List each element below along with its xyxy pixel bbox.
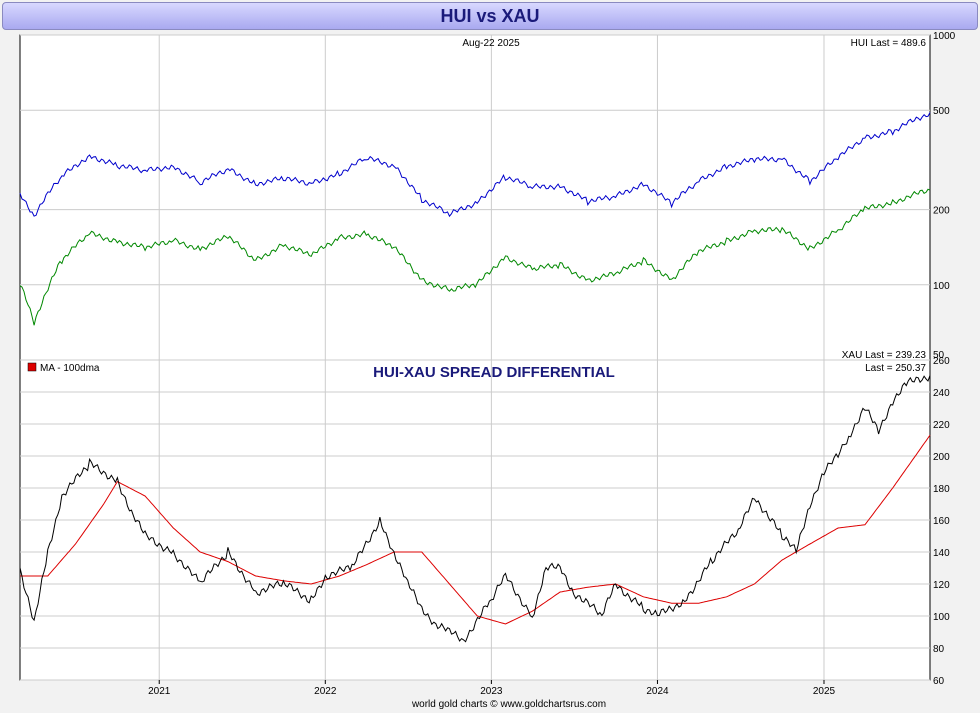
bottom-y-tick-label: 80 [933, 644, 945, 655]
top-y-tick-label: 200 [933, 206, 950, 217]
xau-last-annotation: XAU Last = 239.23 [842, 350, 927, 361]
top-panel [19, 34, 931, 361]
title-bar: HUI vs XAU [2, 2, 978, 30]
x-tick-label: 2022 [314, 686, 337, 697]
bottom-y-tick-label: 160 [933, 516, 950, 527]
x-tick-label: 2024 [646, 686, 669, 697]
ma-legend-label: MA - 100dma [40, 363, 100, 374]
ma-100dma-line [20, 434, 931, 625]
spread-series-line [19, 375, 931, 643]
bottom-y-tick-label: 220 [933, 420, 950, 431]
bottom-y-tick-label: 100 [933, 612, 950, 623]
spread-last-annotation: Last = 250.37 [865, 363, 926, 374]
hui-series-line [19, 112, 931, 218]
top-y-tick-label: 1000 [933, 31, 956, 42]
x-tick-label: 2025 [813, 686, 836, 697]
footer-credit: world gold charts © www.goldchartsrus.co… [411, 699, 606, 710]
bottom-y-tick-label: 60 [933, 676, 945, 687]
spread-title: HUI-XAU SPREAD DIFFERENTIAL [373, 364, 615, 381]
bottom-y-tick-label: 120 [933, 580, 950, 591]
bottom-y-tick-label: 140 [933, 548, 950, 559]
top-y-tick-label: 500 [933, 106, 950, 117]
bottom-y-tick-label: 180 [933, 484, 950, 495]
hui-last-annotation: HUI Last = 489.6 [851, 38, 927, 49]
chart-title: HUI vs XAU [440, 6, 540, 26]
bottom-y-tick-label: 240 [933, 388, 950, 399]
ma-legend-swatch [27, 362, 37, 372]
date-label: Aug-22 2025 [462, 38, 520, 49]
xau-series-line [19, 188, 931, 326]
bottom-y-tick-label: 200 [933, 452, 950, 463]
x-tick-label: 2023 [480, 686, 503, 697]
x-tick-label: 2021 [148, 686, 171, 697]
top-y-tick-label: 50 [933, 350, 945, 361]
top-y-tick-label: 100 [933, 281, 950, 292]
bottom-y-tick-label: 260 [933, 356, 950, 367]
